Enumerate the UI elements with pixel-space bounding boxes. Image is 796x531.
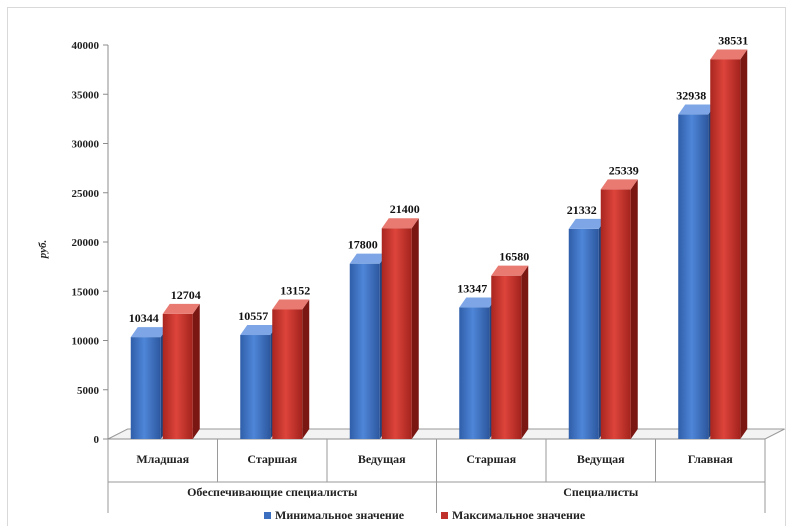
bar-front xyxy=(459,307,490,439)
bar-side xyxy=(302,299,310,439)
bar-min-4 xyxy=(568,218,606,439)
bar-max-0 xyxy=(162,303,200,439)
bar-front xyxy=(568,228,599,439)
group-label-1: Специалисты xyxy=(563,485,639,499)
bar-min-1 xyxy=(240,325,278,439)
category-label-0: Младшая xyxy=(136,452,189,466)
bar-top xyxy=(459,297,497,308)
data-label-max-4: 25339 xyxy=(609,163,639,177)
bar-side xyxy=(630,179,638,440)
bar-front xyxy=(130,337,161,439)
y-tick-label: 35000 xyxy=(72,89,100,101)
bar-top xyxy=(130,327,168,338)
bar-front xyxy=(381,228,412,439)
legend-item-1: Максимальное значение xyxy=(441,508,586,522)
bars xyxy=(130,49,748,440)
legend: Минимальное значение Максимальное значени… xyxy=(264,508,586,522)
data-labels: 10344 12704 10557 13152 17800 21400 13347 16580… xyxy=(129,33,749,325)
legend-swatch xyxy=(264,512,271,519)
legend-item-0: Минимальное значение xyxy=(264,508,405,522)
group-label-0: Обеспечивающие специалисты xyxy=(187,485,358,499)
bar-front xyxy=(600,189,631,439)
y-tick-label: 20000 xyxy=(72,237,100,249)
bar-front xyxy=(162,313,193,439)
category-label-3: Старшая xyxy=(466,452,516,466)
bar-side xyxy=(411,218,419,439)
bar-max-3 xyxy=(491,265,529,439)
bar-top xyxy=(240,325,278,336)
bar-front xyxy=(710,59,741,439)
bar-side xyxy=(521,265,529,439)
data-label-min-5: 32938 xyxy=(676,89,706,103)
data-label-min-1: 10557 xyxy=(238,309,268,323)
data-label-min-3: 13347 xyxy=(457,282,487,296)
y-tick-label: 40000 xyxy=(72,40,100,52)
bar-max-5 xyxy=(710,49,748,439)
bar-front xyxy=(272,309,303,439)
bar-top xyxy=(491,265,529,276)
bar-top xyxy=(162,303,200,314)
y-tick-label: 25000 xyxy=(72,188,100,200)
bar-min-5 xyxy=(678,104,716,439)
category-label-2: Ведущая xyxy=(358,452,406,466)
data-label-max-0: 12704 xyxy=(171,288,201,302)
y-axis: 0 5000 10000 15000 20000 25000 30000 35000 40000 xyxy=(72,40,109,446)
y-tick-label: 10000 xyxy=(72,336,100,348)
bar-front xyxy=(491,275,522,439)
data-label-min-4: 21332 xyxy=(567,203,597,217)
y-tick-label: 5000 xyxy=(77,385,100,397)
bar-chart: 0 5000 10000 15000 20000 25000 30000 35000 40000… xyxy=(37,33,785,522)
bar-side xyxy=(740,49,748,439)
data-label-max-5: 38531 xyxy=(718,33,748,47)
legend-label: Минимальное значение xyxy=(275,508,405,522)
bar-top xyxy=(381,218,419,229)
bar-side xyxy=(192,303,200,439)
category-label-1: Старшая xyxy=(247,452,297,466)
category-axis: Младшая Старшая Ведущая Старшая Ведущая Главн… xyxy=(107,439,766,513)
bar-top xyxy=(710,49,748,60)
y-tick-label: 0 xyxy=(94,434,100,446)
bar-min-2 xyxy=(349,253,387,439)
bar-top xyxy=(600,179,638,190)
bar-max-2 xyxy=(381,218,419,439)
bar-max-4 xyxy=(600,179,638,440)
bar-max-1 xyxy=(272,299,310,439)
bar-top xyxy=(568,218,606,229)
bar-top xyxy=(272,299,310,310)
data-label-max-2: 21400 xyxy=(390,202,420,216)
y-axis-label: руб. xyxy=(37,240,49,259)
data-label-max-3: 16580 xyxy=(499,250,529,264)
category-label-5: Главная xyxy=(688,452,733,466)
bar-front xyxy=(349,263,380,439)
category-label-4: Ведущая xyxy=(577,452,625,466)
bar-front xyxy=(240,335,271,439)
legend-swatch xyxy=(441,512,448,519)
bar-top xyxy=(678,104,716,115)
chart-frame: 0 5000 10000 15000 20000 25000 30000 35000 40000… xyxy=(7,7,786,526)
y-tick-label: 15000 xyxy=(72,286,100,298)
bar-min-3 xyxy=(459,297,497,439)
bar-top xyxy=(349,253,387,264)
data-label-min-2: 17800 xyxy=(348,238,378,252)
y-tick-label: 30000 xyxy=(72,139,100,151)
bar-front xyxy=(678,114,709,439)
data-label-max-1: 13152 xyxy=(280,283,310,297)
legend-label: Максимальное значение xyxy=(452,508,586,522)
data-label-min-0: 10344 xyxy=(129,311,159,325)
bar-min-0 xyxy=(130,327,168,439)
